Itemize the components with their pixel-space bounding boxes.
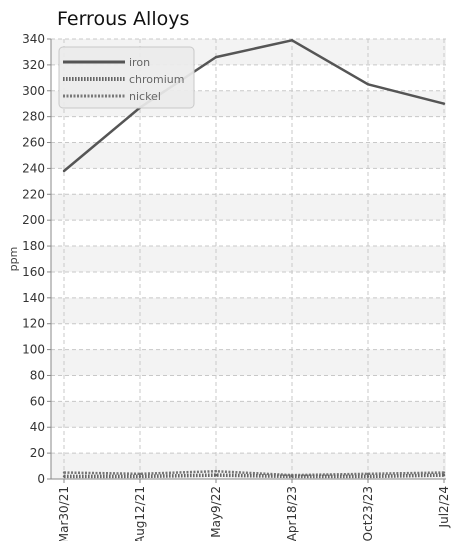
legend-label-chromium: chromium: [129, 73, 185, 86]
data-point-iron: [443, 103, 445, 105]
y-tick-label: 240: [22, 161, 45, 175]
x-tick-label: Apr18/23: [285, 486, 299, 541]
chart-title: Ferrous Alloys: [57, 8, 189, 30]
x-tick-label: Oct23/23: [361, 486, 375, 541]
grid-band: [51, 143, 446, 169]
data-point-iron: [215, 56, 217, 58]
y-tick-label: 140: [22, 291, 45, 305]
data-point-chromium: [63, 475, 65, 477]
data-point-chromium: [291, 475, 293, 477]
data-point-chromium: [367, 475, 369, 477]
data-point-iron: [367, 83, 369, 85]
data-point-chromium: [215, 474, 217, 476]
y-tick-label: 120: [22, 317, 45, 331]
y-tick-label: 340: [22, 32, 45, 46]
data-point-nickel: [215, 470, 217, 472]
y-tick-label: 200: [22, 213, 45, 227]
y-tick-label: 260: [22, 136, 45, 150]
legend: iron chromium nickel: [59, 47, 194, 108]
y-tick-label: 320: [22, 58, 45, 72]
y-tick-label: 0: [37, 472, 45, 486]
legend-label-iron: iron: [129, 56, 150, 69]
grid-band: [51, 194, 446, 220]
y-axis-label: ppm: [7, 247, 20, 272]
y-tick-label: 60: [30, 394, 45, 408]
data-point-nickel: [63, 471, 65, 473]
y-tick-label: 160: [22, 265, 45, 279]
legend-label-nickel: nickel: [129, 90, 161, 103]
data-point-iron: [291, 39, 293, 41]
x-axis-ticks: Mar30/21 Aug12/21 May9/22 Apr18/23 Oct23/23 J…: [57, 479, 451, 541]
y-tick-label: 80: [30, 368, 45, 382]
x-tick-label: Jul2/24: [437, 486, 451, 528]
grid-band: [51, 401, 446, 427]
data-point-chromium: [443, 474, 445, 476]
y-axis-ticks: 0 20 40 60 80 100 120 140 160 180 200 220 240 260 280 3…: [22, 32, 51, 486]
y-tick-label: 220: [22, 187, 45, 201]
x-tick-label: May9/22: [209, 486, 223, 538]
data-point-nickel: [443, 471, 445, 473]
x-tick-label: Aug12/21: [133, 486, 147, 541]
y-tick-label: 180: [22, 239, 45, 253]
data-point-iron: [63, 170, 65, 172]
data-point-chromium: [139, 475, 141, 477]
grid-band: [51, 246, 446, 272]
y-tick-label: 20: [30, 446, 45, 460]
y-tick-label: 40: [30, 420, 45, 434]
grid-band: [51, 298, 446, 324]
y-tick-label: 100: [22, 343, 45, 357]
y-tick-label: 300: [22, 84, 45, 98]
y-tick-label: 280: [22, 110, 45, 124]
x-tick-label: Mar30/21: [57, 486, 71, 541]
grid-band: [51, 350, 446, 376]
